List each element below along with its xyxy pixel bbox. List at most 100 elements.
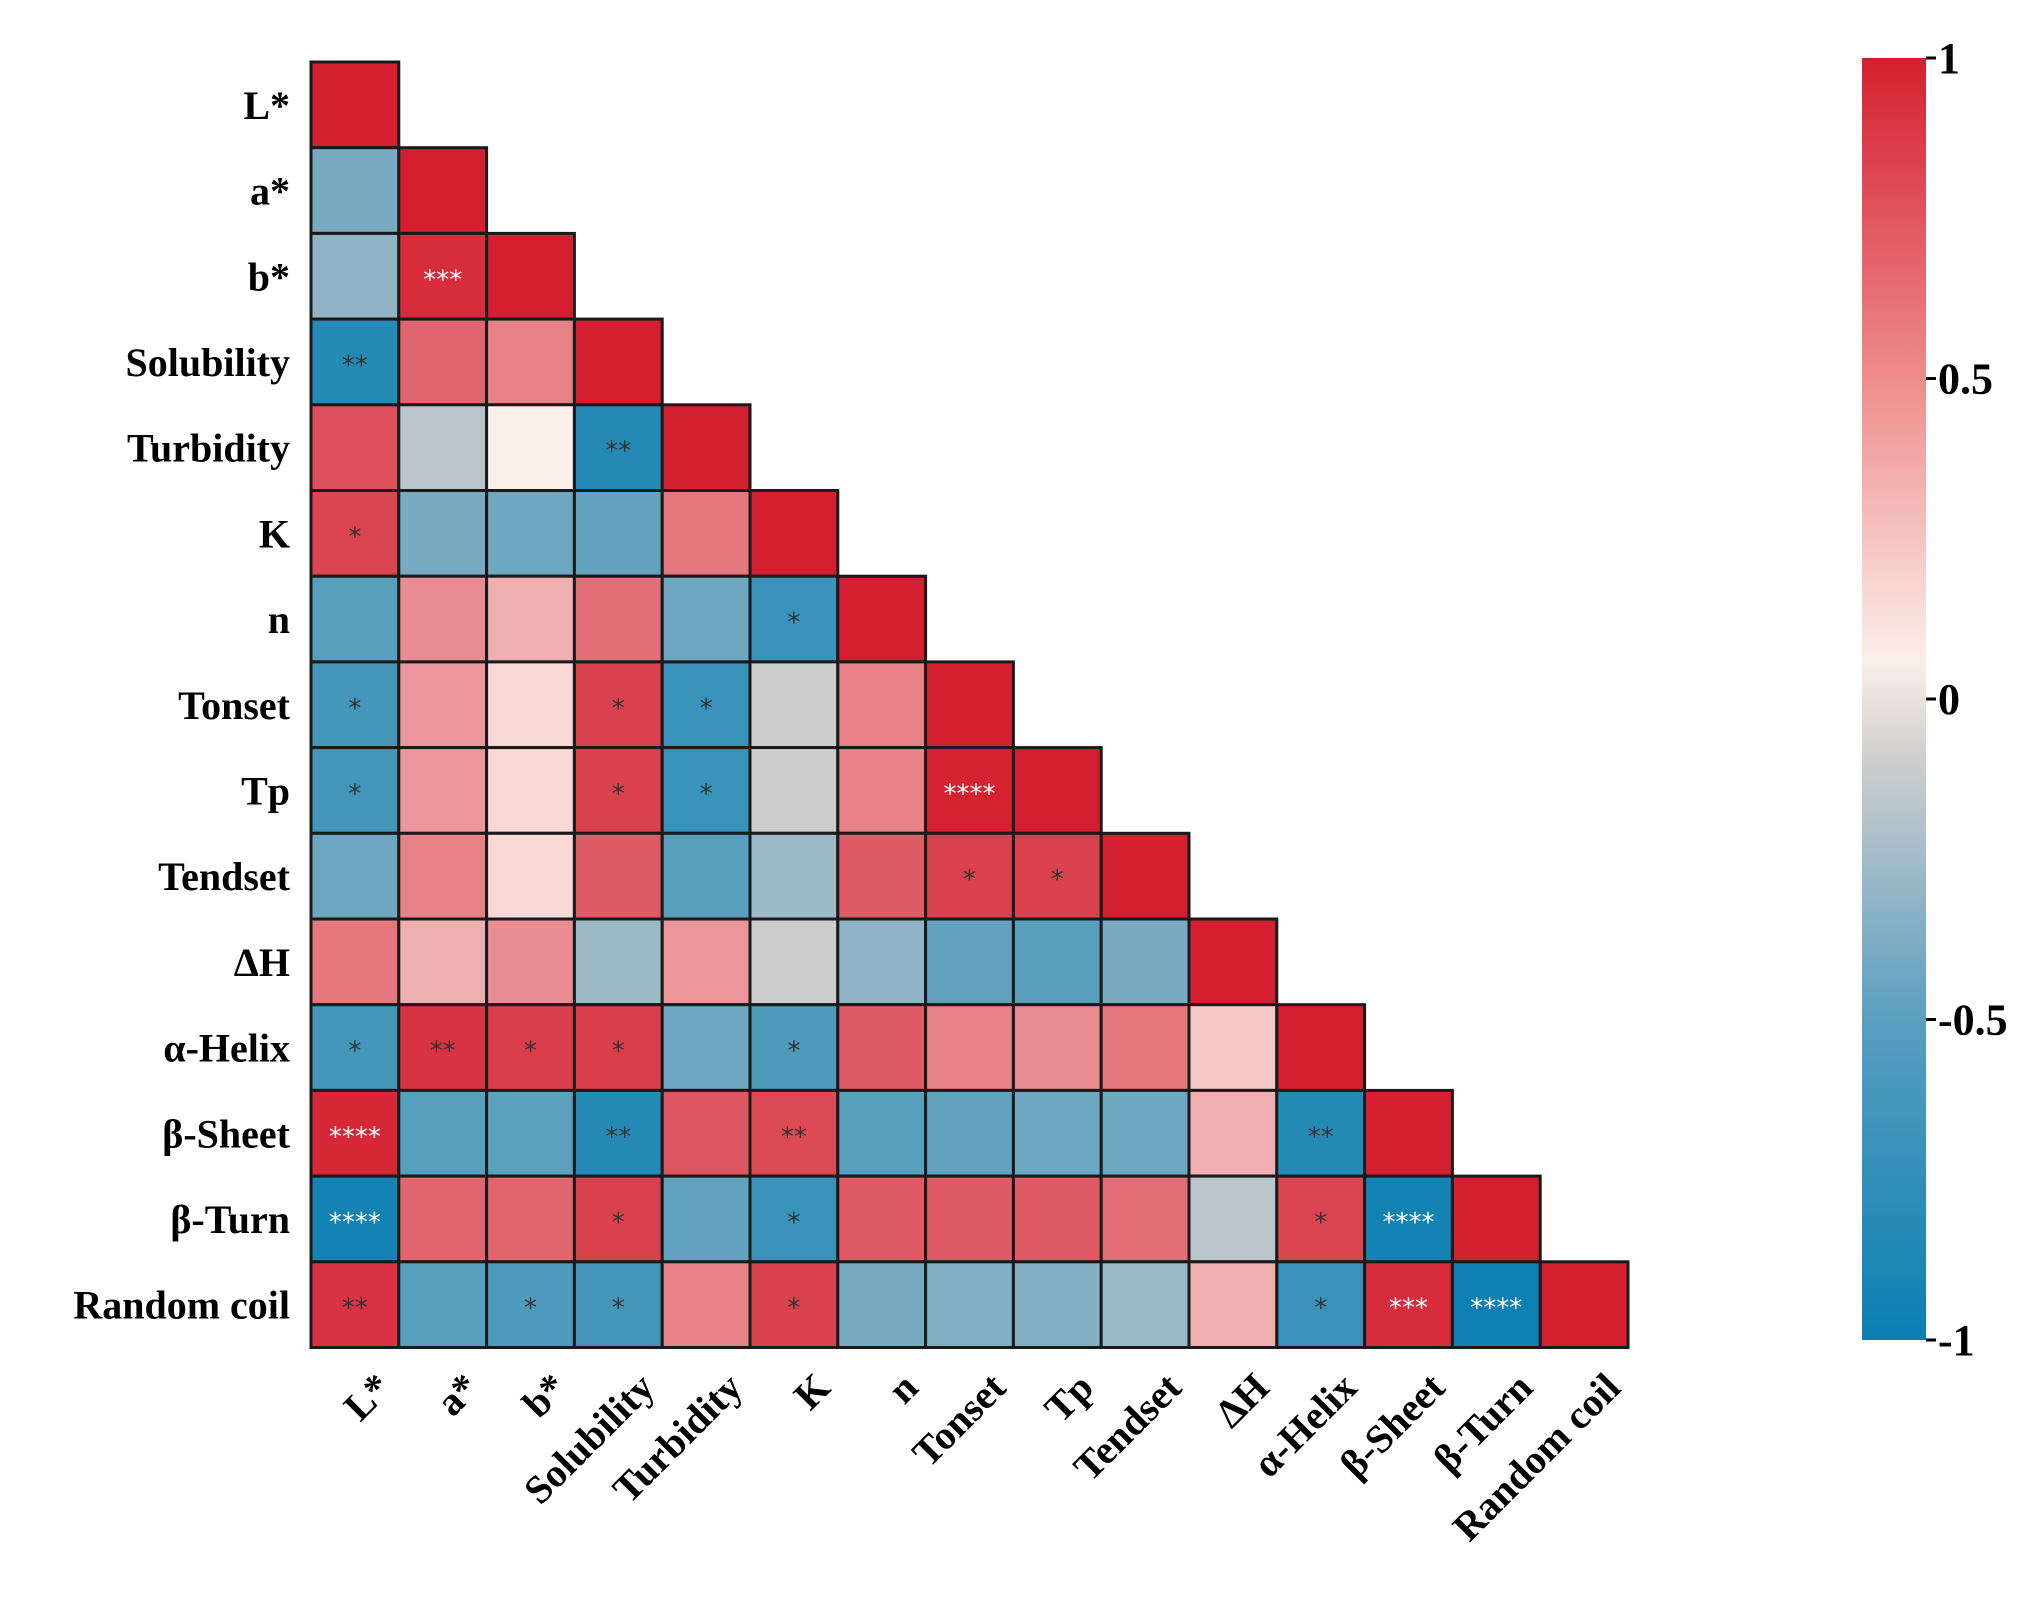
- heatmap-cell: [836, 746, 928, 835]
- colorbar: [1862, 58, 1926, 1340]
- heatmap-cell: [485, 574, 576, 664]
- heatmap-cell: [924, 1260, 1015, 1350]
- heatmap-cell: [397, 231, 489, 321]
- heatmap-cell: [309, 660, 401, 750]
- colorbar-tick-label: 1: [1938, 34, 1960, 83]
- heatmap-cell: [397, 146, 489, 235]
- heatmap-cell: [660, 574, 752, 664]
- heatmap-cell: [397, 660, 489, 750]
- y-tick-label: Tonset: [178, 683, 291, 728]
- significance-mark: *: [612, 779, 625, 809]
- heatmap-cell: [309, 1088, 401, 1178]
- heatmap-cell: [1099, 1174, 1191, 1264]
- colorbar-tick-label: 0.5: [1938, 355, 1993, 404]
- heatmap-cell: [1450, 1174, 1542, 1264]
- y-tick-label: β-Turn: [170, 1197, 290, 1242]
- significance-mark: *: [787, 608, 800, 638]
- heatmap-cell: [1099, 831, 1191, 921]
- heatmap-cell: [485, 489, 576, 578]
- heatmap-cell: [836, 917, 928, 1007]
- significance-mark: *: [524, 1294, 537, 1324]
- heatmap-cell: [836, 1260, 928, 1350]
- heatmap-cell: [397, 1174, 489, 1264]
- heatmap-cell: [1187, 1088, 1279, 1178]
- heatmap-cell: [1538, 1260, 1630, 1350]
- significance-mark: *: [700, 779, 713, 809]
- heatmap-cell: [397, 831, 489, 921]
- y-tick-label: n: [268, 597, 290, 642]
- heatmap-cell: [397, 574, 489, 664]
- y-tick-label: β-Sheet: [162, 1111, 290, 1156]
- significance-mark: **: [342, 351, 368, 381]
- significance-mark: ****: [1383, 1208, 1435, 1238]
- significance-mark: **: [781, 1122, 807, 1152]
- heatmap-cell: [748, 831, 840, 921]
- heatmap-cell: [572, 317, 664, 407]
- heatmap-cell: [309, 60, 401, 150]
- heatmap-cell: [485, 917, 576, 1007]
- heatmap-cell: [1450, 1260, 1542, 1350]
- heatmap-cell: [485, 317, 576, 407]
- colorbar-tick-label: -1: [1938, 1316, 1975, 1365]
- y-tick-label: Tendset: [158, 854, 291, 899]
- significance-mark: ****: [1470, 1294, 1522, 1324]
- colorbar-gradient: [1862, 58, 1926, 1340]
- y-tick-label: a*: [250, 169, 290, 214]
- significance-marks: ********** * ** * * ***** ** ** * * ***** ** ** *****…: [329, 265, 1522, 1323]
- heatmap-cell: [309, 1260, 401, 1350]
- heatmap-cell: [309, 917, 401, 1007]
- heatmap-cell: [397, 403, 489, 492]
- x-tick-label: Tonset: [903, 1364, 1014, 1475]
- heatmap-cell: [485, 231, 576, 321]
- heatmap-cell: [1011, 1174, 1103, 1264]
- significance-mark: *: [700, 694, 713, 724]
- heatmap-cell: [1011, 1260, 1103, 1350]
- heatmap-cell: [485, 831, 576, 921]
- heatmap-cell: [836, 574, 928, 664]
- significance-mark: **: [605, 437, 631, 467]
- heatmap-cell: [836, 1088, 928, 1178]
- heatmap-cell: [1099, 917, 1191, 1007]
- significance-mark: *: [612, 1208, 625, 1238]
- y-tick-label: Turbidity: [127, 426, 290, 471]
- significance-mark: *: [348, 522, 361, 552]
- significance-mark: **: [342, 1294, 368, 1324]
- heatmap-cell: [1187, 1003, 1279, 1092]
- colorbar-tick-label: -0.5: [1938, 996, 2008, 1045]
- heatmap-cell: [309, 231, 401, 321]
- heatmap-cell: [485, 403, 576, 492]
- significance-mark: **: [1308, 1122, 1334, 1152]
- y-tick-label: L*: [243, 83, 290, 128]
- heatmap-cell: [1099, 1260, 1191, 1350]
- significance-mark: *: [612, 694, 625, 724]
- heatmap-cell: [485, 1088, 576, 1178]
- x-tick-label: b*: [514, 1364, 576, 1426]
- heatmap-cell: [397, 917, 489, 1007]
- heatmap-cell: [397, 1003, 489, 1092]
- heatmap-cell: [748, 660, 840, 750]
- heatmap-cell: [660, 489, 752, 578]
- heatmap-cell: [1275, 1088, 1367, 1178]
- heatmap-cell: [836, 831, 928, 921]
- colorbar-ticks: 1 0.5 0 -0.5 -1: [1926, 34, 2008, 1365]
- heatmap-cell: [660, 1088, 752, 1178]
- heatmap-cell: [1363, 1260, 1454, 1350]
- heatmap-cell: [572, 489, 664, 578]
- significance-mark: *: [348, 1037, 361, 1067]
- significance-mark: *: [1314, 1294, 1327, 1324]
- heatmap-cell: [836, 660, 928, 750]
- y-tick-label: Tp: [241, 768, 290, 813]
- x-tick-label: K: [785, 1364, 839, 1418]
- heatmap-cell: [660, 917, 752, 1007]
- heatmap-cell: [572, 831, 664, 921]
- significance-mark: *: [787, 1037, 800, 1067]
- heatmap-cell: [1011, 917, 1103, 1007]
- heatmap-cell: [1011, 746, 1103, 835]
- colorbar-tick-label: 0: [1938, 675, 1960, 724]
- significance-mark: *: [348, 694, 361, 724]
- x-tick-label: Tp: [1036, 1364, 1102, 1430]
- heatmap-cell: [660, 1003, 752, 1092]
- x-tick-label: L*: [335, 1364, 400, 1429]
- significance-mark: *: [348, 779, 361, 809]
